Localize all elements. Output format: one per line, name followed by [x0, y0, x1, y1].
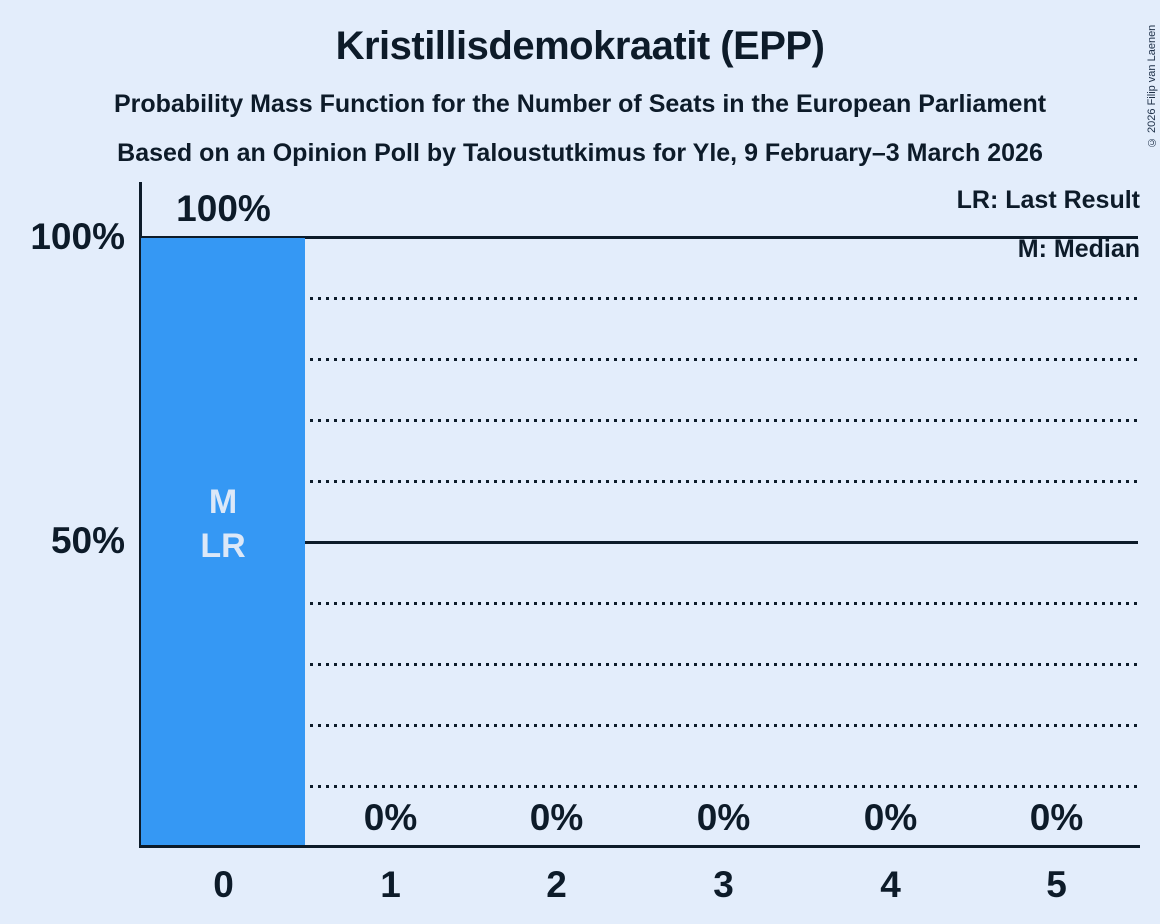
x-tick-5: 5 [1046, 864, 1067, 905]
chart-subtitle-method: Probability Mass Function for the Number… [113, 90, 1047, 118]
value-label-2: 0% [529, 797, 584, 838]
legend-last-result: LR: Last Result [956, 186, 1140, 214]
copyright-note: © 2026 Filip van Laenen [1146, 24, 1158, 148]
value-label-4: 0% [863, 797, 918, 838]
value-label-5: 0% [1029, 797, 1084, 838]
gridline-90 [142, 297, 1138, 300]
x-tick-4: 4 [880, 864, 901, 905]
last-result-marker: LR [200, 527, 246, 565]
gridline-100 [142, 236, 1138, 239]
gridline-50 [142, 541, 1138, 544]
chart-title: Kristillisdemokraatit (EPP) [335, 24, 825, 68]
chart-subtitle-source: Based on an Opinion Poll by Taloustutkim… [117, 139, 1043, 167]
y-axis-line [139, 182, 142, 848]
gridline-10 [142, 785, 1138, 788]
y-axis-label-50: 50% [50, 520, 125, 561]
gridline-30 [142, 663, 1138, 666]
gridline-40 [142, 602, 1138, 605]
gridline-80 [142, 358, 1138, 361]
x-axis-line [139, 845, 1140, 848]
x-tick-1: 1 [380, 864, 401, 905]
x-tick-0: 0 [213, 864, 234, 905]
bar-seats-0 [141, 238, 305, 845]
value-label-3: 0% [696, 797, 751, 838]
x-tick-3: 3 [713, 864, 734, 905]
gridline-60 [142, 480, 1138, 483]
legend-median: M: Median [1017, 235, 1140, 263]
gridline-20 [142, 724, 1138, 727]
value-label-0: 100% [176, 188, 271, 229]
y-axis-label-100: 100% [30, 216, 125, 257]
bar-annotation-median-lastresult: M LR [141, 480, 305, 568]
x-tick-2: 2 [546, 864, 567, 905]
gridline-70 [142, 419, 1138, 422]
median-marker: M [208, 483, 238, 521]
value-label-1: 0% [363, 797, 418, 838]
